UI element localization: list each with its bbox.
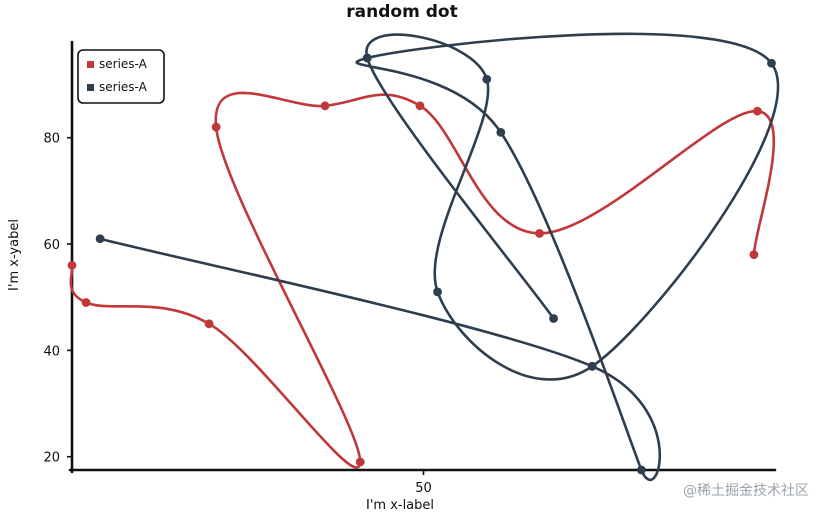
series-2-point xyxy=(362,53,372,63)
legend-swatch-series-1 xyxy=(87,61,94,68)
series-1-point xyxy=(320,101,330,111)
legend: series-A series-A xyxy=(77,49,165,104)
series-1-point xyxy=(67,260,77,270)
axes: 20 40 60 80 50 xyxy=(43,40,777,496)
series-1-point xyxy=(355,457,365,467)
series-1-point xyxy=(749,250,759,260)
y-tick-label: 20 xyxy=(43,451,60,466)
y-tick-label: 40 xyxy=(43,344,60,359)
series-1-point xyxy=(81,298,91,307)
y-tick-label: 80 xyxy=(43,132,60,147)
series-2-point xyxy=(95,234,105,244)
series-1-point xyxy=(204,319,214,329)
series-2-point xyxy=(587,361,597,371)
series-2-point xyxy=(482,74,492,84)
series-1-point xyxy=(535,229,544,238)
chart-title: random dot xyxy=(346,2,457,22)
series-1-point xyxy=(211,122,221,132)
series-1-point xyxy=(415,101,425,111)
series-2-point xyxy=(433,287,442,297)
series-2-point xyxy=(767,58,776,68)
y-axis-label: I'm x-yabel xyxy=(7,219,22,291)
legend-label-series-1: series-A xyxy=(99,57,148,71)
legend-label-series-2: series-A xyxy=(99,80,148,94)
legend-box xyxy=(77,49,165,104)
x-tick-label: 50 xyxy=(415,481,432,496)
y-tick-label: 60 xyxy=(43,238,60,253)
series-2-point xyxy=(637,465,646,475)
series-2-point xyxy=(549,314,558,323)
watermark: @稀土掘金技术社区 xyxy=(683,483,809,499)
legend-swatch-series-2 xyxy=(87,84,94,91)
series-2-point xyxy=(496,127,506,137)
series-1-point xyxy=(753,106,762,116)
x-axis-label: I'm x-label xyxy=(366,498,434,513)
series-1-line xyxy=(69,91,775,469)
series-2-line xyxy=(98,32,780,482)
series-layer xyxy=(67,32,780,482)
